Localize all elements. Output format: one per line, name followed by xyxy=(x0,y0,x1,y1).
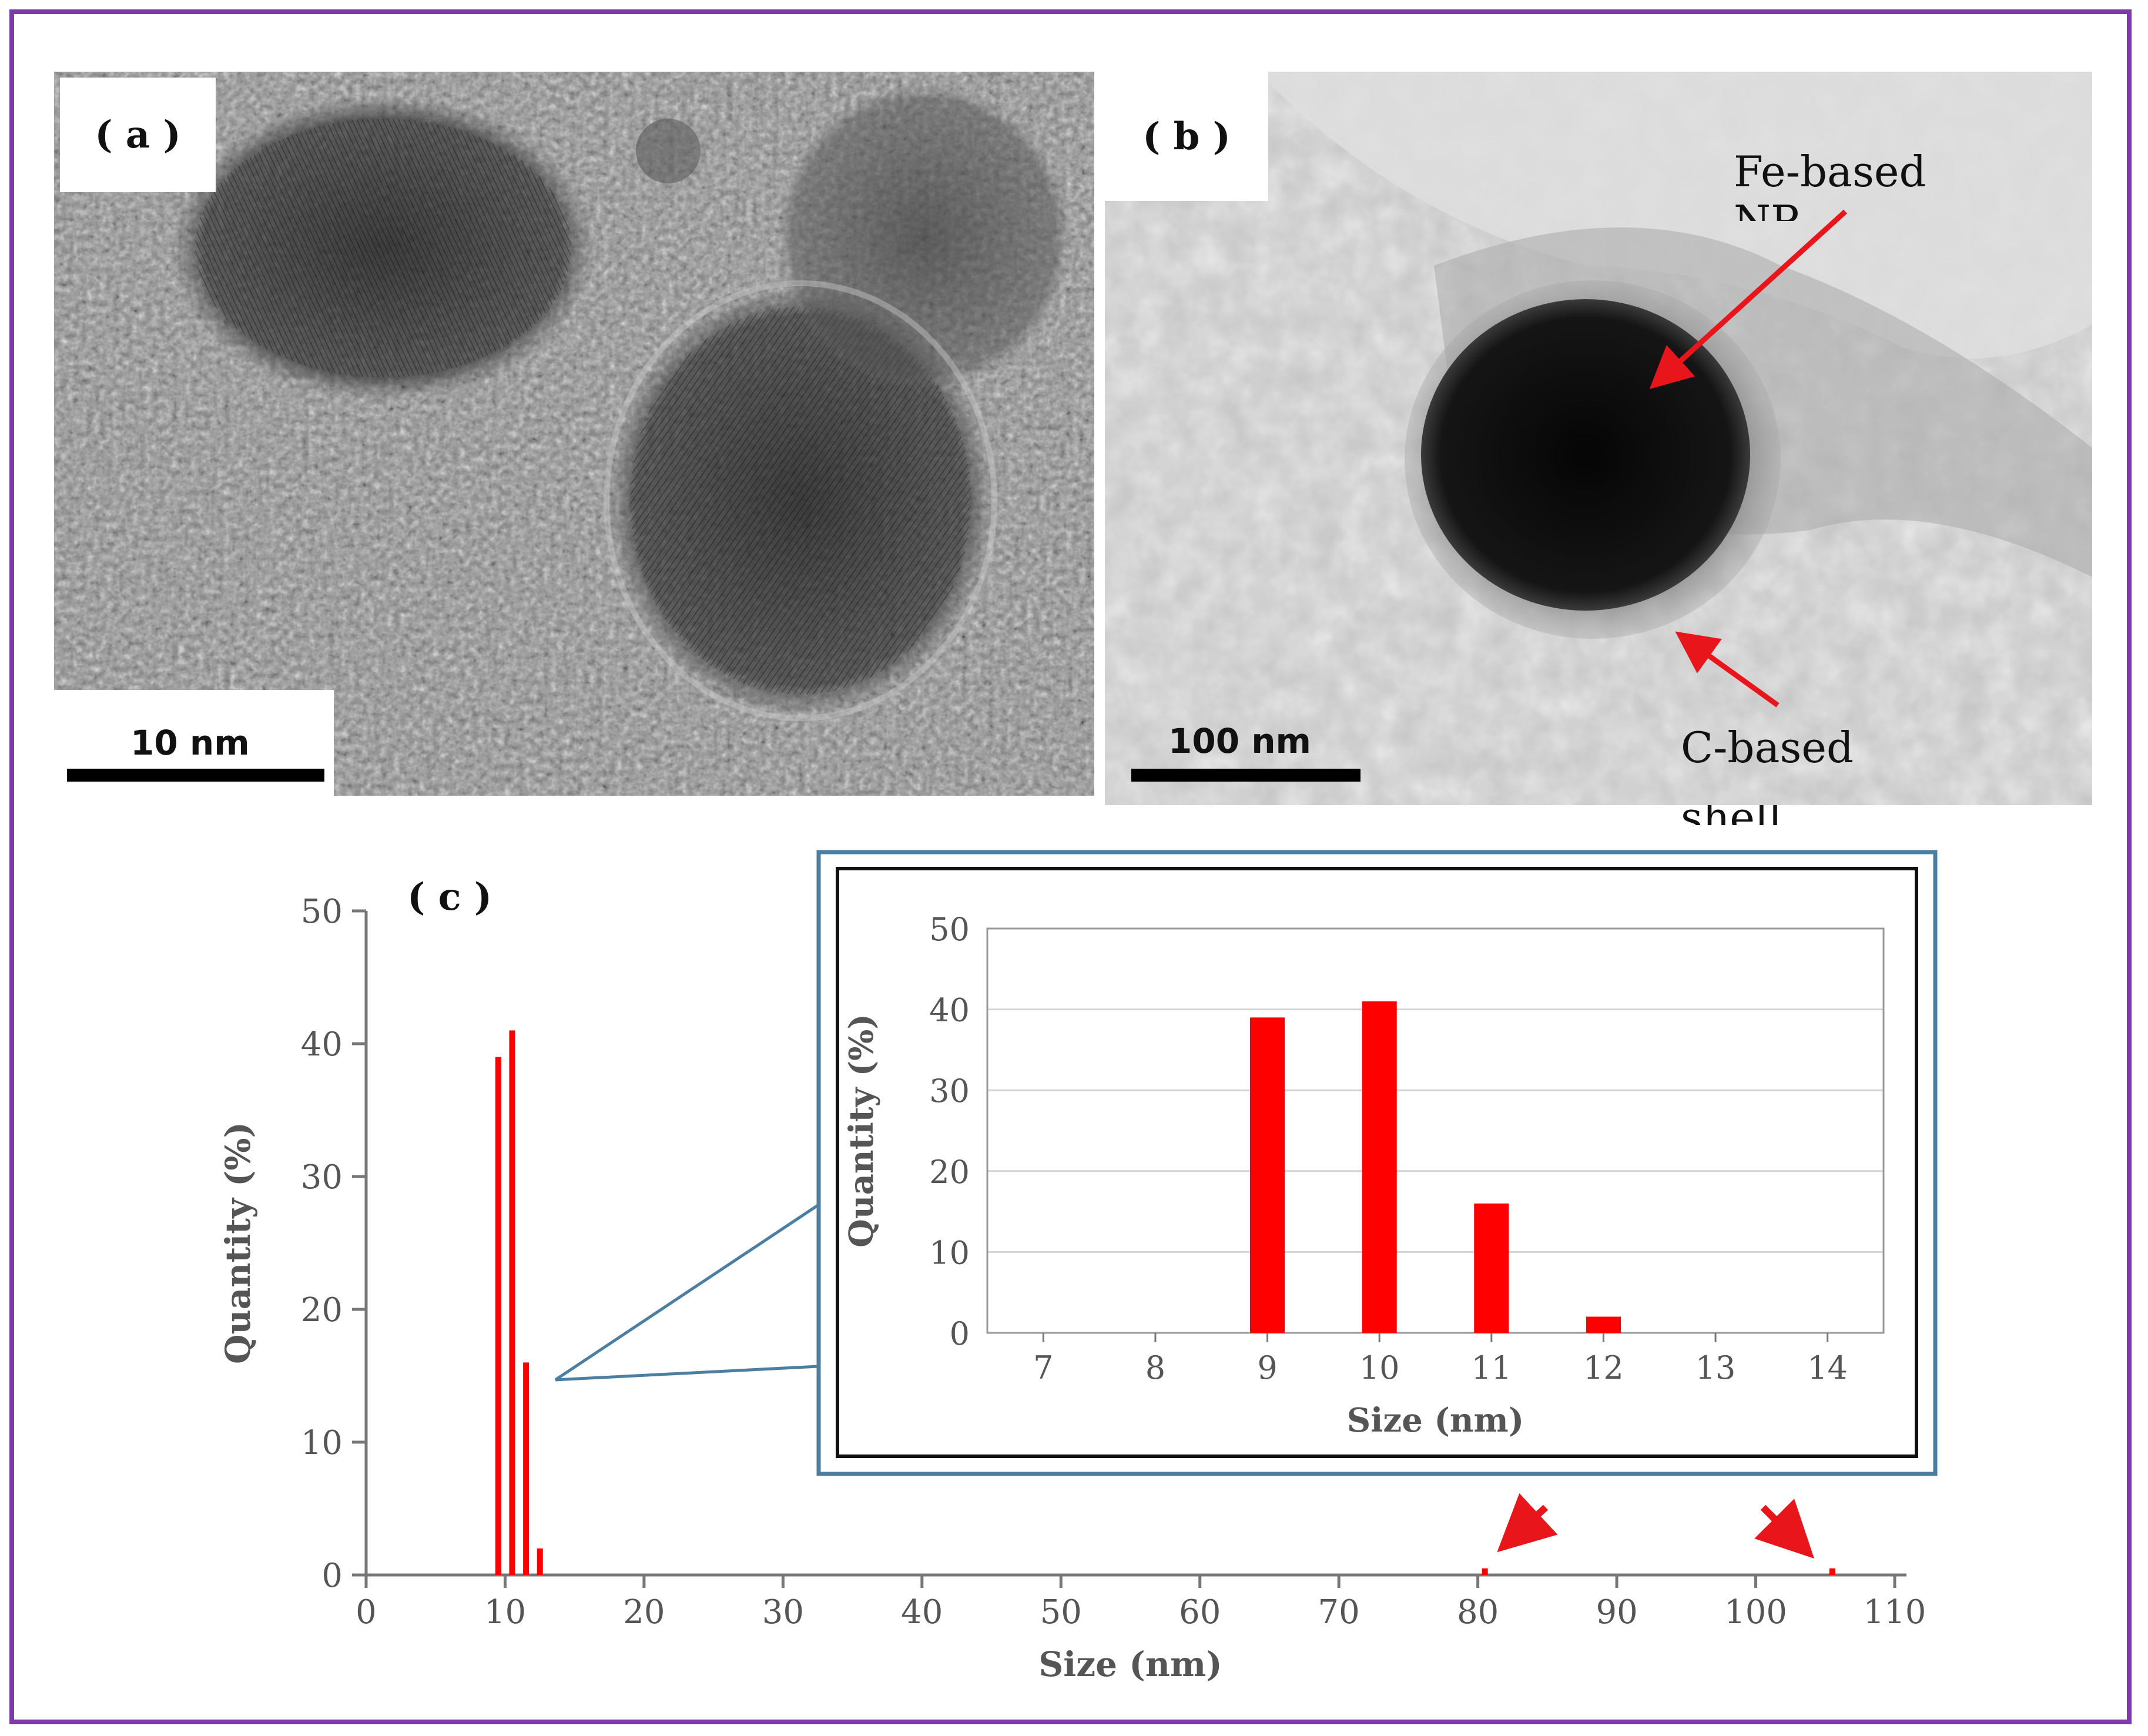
inset-y-tick-label: 50 xyxy=(929,911,970,948)
main-x-tick-label: 70 xyxy=(1318,1593,1360,1631)
inset-bar xyxy=(1586,1316,1621,1333)
main-y-tick-label: 40 xyxy=(301,1025,343,1064)
main-y-tick-label: 0 xyxy=(321,1557,343,1595)
main-bar xyxy=(1482,1568,1488,1575)
main-x-tick-label: 0 xyxy=(356,1593,377,1631)
inset-bar xyxy=(1362,1001,1397,1333)
panel-a-texture xyxy=(54,72,1094,796)
callout-line-upper xyxy=(554,1203,820,1382)
callout-lines xyxy=(554,1203,820,1382)
main-x-tick-label: 100 xyxy=(1724,1593,1787,1631)
panel-b-scalebar xyxy=(1131,769,1360,782)
inset-x-tick-label: 14 xyxy=(1807,1349,1848,1386)
inset-x-tick-label: 8 xyxy=(1145,1349,1165,1386)
main-bar xyxy=(537,1548,543,1575)
arrow-fe-based xyxy=(1649,209,1848,390)
main-y-tick-label: 30 xyxy=(301,1158,343,1197)
annotation-np: NP xyxy=(1734,200,1881,221)
panel-b-label: ( b ) xyxy=(1105,72,1268,201)
arrow-c-based xyxy=(1675,631,1780,708)
main-x-tick-label: 30 xyxy=(762,1593,804,1631)
inset-chart-bars xyxy=(1250,1001,1621,1333)
main-y-tick-label: 20 xyxy=(301,1291,343,1329)
annotation-shell: shell xyxy=(1681,805,1828,825)
panel-c-label: ( c ) xyxy=(407,875,492,919)
inset-chart-axes: 0 10 20 30 40 50 7 8 9 10 11 12 13 14 Size (nm) Quantit… xyxy=(842,911,1885,1440)
main-x-tick-label: 90 xyxy=(1596,1593,1637,1631)
inset-x-tick-label: 13 xyxy=(1695,1349,1736,1386)
arrow-105nm xyxy=(1754,1499,1814,1559)
inset-y-tick-label: 30 xyxy=(929,1073,970,1110)
main-x-tick-label: 10 xyxy=(484,1593,526,1631)
main-x-tick-label: 50 xyxy=(1040,1593,1082,1631)
panel-a-label: ( a ) xyxy=(60,78,216,192)
main-x-axis-title: Size (nm) xyxy=(1038,1644,1222,1684)
inset-x-tick-label: 10 xyxy=(1359,1349,1400,1386)
callout-line-lower xyxy=(555,1365,819,1382)
inset-x-axis-title: Size (nm) xyxy=(1347,1401,1524,1440)
main-bar xyxy=(509,1030,515,1575)
main-bar xyxy=(523,1362,530,1575)
inset-y-tick-label: 40 xyxy=(929,992,970,1029)
inset-x-tick-label: 9 xyxy=(1257,1349,1277,1386)
highlight-arrows xyxy=(1497,1493,1814,1559)
inset-y-tick-label: 20 xyxy=(929,1154,970,1191)
panel-a-scalebar-label: 10 nm xyxy=(130,723,250,763)
inset-x-tick-label: 7 xyxy=(1033,1349,1053,1386)
inset-x-tick-label: 11 xyxy=(1471,1349,1512,1386)
main-bar xyxy=(1829,1568,1835,1575)
main-y-axis-title: Quantity (%) xyxy=(218,1122,258,1364)
panel-b-scalebar-label: 100 nm xyxy=(1168,721,1311,761)
nanoparticle-top-right xyxy=(777,83,1071,389)
annotation-c-based: C-based xyxy=(1681,723,1854,772)
main-bar xyxy=(495,1057,501,1575)
panel-a-scalebar xyxy=(67,769,324,782)
main-y-tick-label: 10 xyxy=(301,1424,343,1462)
inset-y-tick-label: 0 xyxy=(950,1315,970,1352)
annotation-fe-based: Fe-based xyxy=(1734,147,1926,196)
inset-bar xyxy=(1250,1017,1285,1333)
inset-x-tick-label: 12 xyxy=(1583,1349,1624,1386)
inset-plot-area xyxy=(986,927,1885,1334)
inset-y-tick-label: 10 xyxy=(929,1234,970,1271)
main-chart-bars xyxy=(495,1030,1835,1575)
main-x-tick-label: 40 xyxy=(901,1593,943,1631)
arrow-80nm xyxy=(1497,1493,1558,1553)
background-region xyxy=(1258,72,2092,358)
main-x-tick-label: 60 xyxy=(1179,1593,1221,1631)
main-y-tick-label: 50 xyxy=(301,893,343,931)
inset-y-axis-title: Quantity (%) xyxy=(842,1014,881,1248)
main-x-tick-label: 20 xyxy=(623,1593,665,1631)
inset-bar xyxy=(1474,1203,1509,1333)
panel-a-micrograph: ( a ) 10 nm xyxy=(54,72,1094,796)
main-x-tick-label: 80 xyxy=(1457,1593,1499,1631)
main-x-tick-label: 110 xyxy=(1864,1593,1926,1631)
